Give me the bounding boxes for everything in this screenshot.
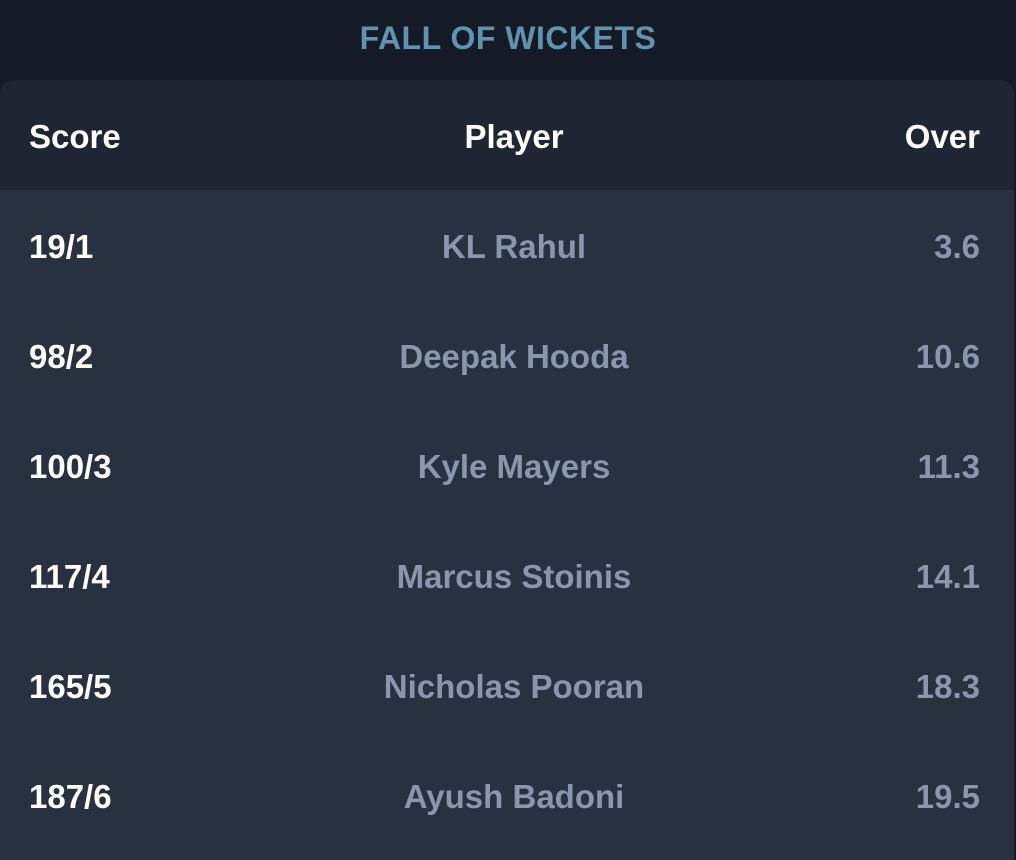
wicket-over: 14.1 — [915, 558, 980, 595]
wicket-player: Deepak Hooda — [399, 338, 629, 375]
wicket-over: 19.5 — [915, 778, 980, 815]
wicket-player: KL Rahul — [441, 228, 587, 265]
section-title: FALL OF WICKETS — [359, 20, 657, 56]
fall-of-wickets-table: Score Player Over 19/1 KL Rahul 3.6 98/2… — [0, 80, 1014, 860]
table-row: 165/5 Nicholas Pooran 18.3 — [0, 630, 1014, 740]
wicket-player: Ayush Badoni — [403, 778, 625, 815]
wicket-over: 11.3 — [917, 448, 980, 485]
table-row: 98/2 Deepak Hooda 10.6 — [0, 300, 1014, 410]
wicket-score: 165/5 — [29, 668, 112, 705]
wicket-player: Marcus Stoinis — [396, 558, 632, 595]
wicket-score: 19/1 — [29, 228, 94, 265]
wicket-score: 100/3 — [29, 448, 112, 485]
column-header-score: Score — [29, 118, 121, 155]
table-row: 187/6 Ayush Badoni 19.5 — [0, 740, 1014, 850]
wicket-score: 187/6 — [29, 778, 112, 815]
table-row: 19/1 KL Rahul 3.6 — [0, 190, 1014, 300]
wicket-player: Kyle Mayers — [417, 448, 611, 485]
table-body: 19/1 KL Rahul 3.6 98/2 Deepak Hooda 10.6… — [0, 190, 1014, 850]
wicket-over: 3.6 — [934, 228, 980, 265]
wicket-score: 98/2 — [29, 338, 94, 375]
wicket-over: 18.3 — [915, 668, 980, 705]
column-header-over: Over — [904, 118, 980, 155]
table-row: 100/3 Kyle Mayers 11.3 — [0, 410, 1014, 520]
wicket-score: 117/4 — [29, 558, 110, 595]
table-header: Score Player Over — [0, 80, 1014, 190]
column-header-player: Player — [464, 118, 564, 155]
wicket-over: 10.6 — [915, 338, 980, 375]
wicket-player: Nicholas Pooran — [383, 668, 645, 705]
table-row: 117/4 Marcus Stoinis 14.1 — [0, 520, 1014, 630]
